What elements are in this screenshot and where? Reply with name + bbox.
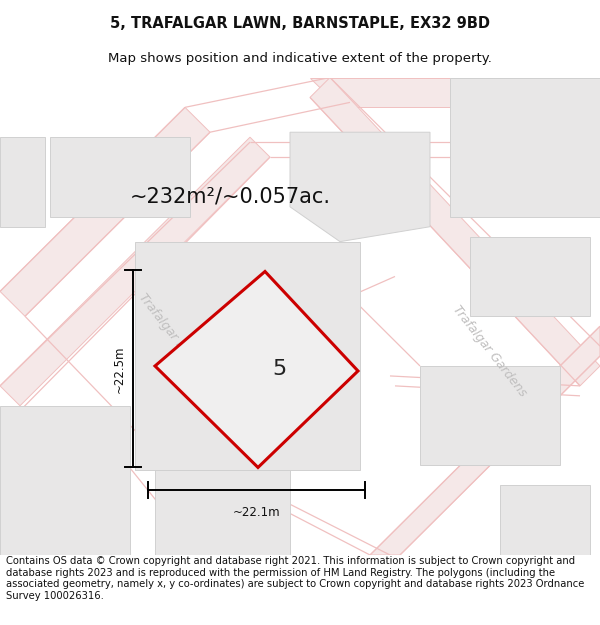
Text: ~22.5m: ~22.5m — [113, 345, 125, 392]
Polygon shape — [310, 78, 600, 386]
Polygon shape — [0, 137, 45, 227]
Text: 5, TRAFALGAR LAWN, BARNSTAPLE, EX32 9BD: 5, TRAFALGAR LAWN, BARNSTAPLE, EX32 9BD — [110, 16, 490, 31]
Text: Trafalgar Gardens: Trafalgar Gardens — [451, 303, 530, 399]
Polygon shape — [450, 78, 600, 217]
Polygon shape — [135, 242, 360, 471]
Text: 5: 5 — [272, 359, 286, 379]
Text: Map shows position and indicative extent of the property.: Map shows position and indicative extent… — [108, 52, 492, 64]
Polygon shape — [155, 456, 290, 555]
Text: Trafalgar Lawn: Trafalgar Lawn — [136, 291, 203, 371]
Text: Contains OS data © Crown copyright and database right 2021. This information is : Contains OS data © Crown copyright and d… — [6, 556, 584, 601]
Polygon shape — [290, 132, 430, 242]
Polygon shape — [470, 237, 590, 316]
Polygon shape — [310, 78, 600, 108]
Polygon shape — [420, 366, 560, 466]
Polygon shape — [0, 406, 130, 555]
Text: ~232m²/~0.057ac.: ~232m²/~0.057ac. — [130, 187, 331, 207]
Polygon shape — [155, 271, 358, 468]
Polygon shape — [0, 107, 210, 316]
Polygon shape — [500, 486, 590, 555]
Polygon shape — [370, 326, 600, 555]
Polygon shape — [0, 137, 270, 406]
Polygon shape — [50, 137, 190, 217]
Text: ~22.1m: ~22.1m — [233, 506, 280, 519]
